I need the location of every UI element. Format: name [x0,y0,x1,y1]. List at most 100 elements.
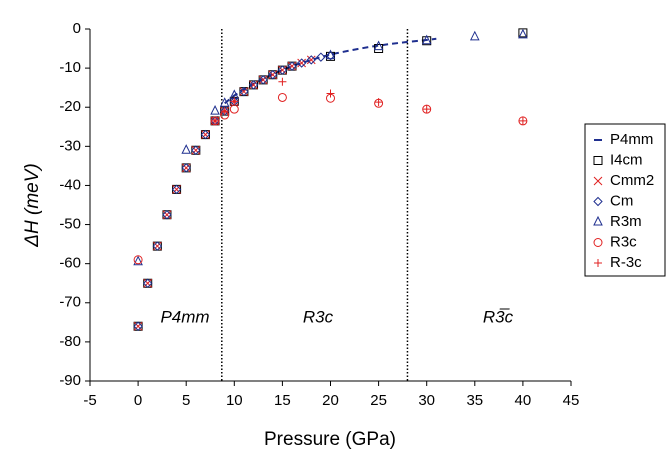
y-tick-label: -60 [59,255,81,272]
x-tick-label: 20 [322,392,339,409]
data-point [278,65,287,75]
data-point [421,34,432,45]
data-point [210,105,220,115]
x-tick-label: 30 [418,392,435,409]
data-point [239,86,249,97]
data-point [278,77,287,86]
legend-label: R3m [610,213,642,230]
legend-label: R-3c [610,254,642,271]
data-point [316,52,326,62]
series-line [224,37,437,105]
x-tick-label: 5 [182,392,190,409]
x-tick-label: 40 [515,392,532,409]
data-point [297,58,306,68]
legend-label: R3c [610,233,637,250]
data-point [422,36,432,46]
data-point [191,145,201,155]
data-point [219,97,230,107]
legend-marker [593,238,603,247]
phase-label: P4mm [160,307,209,326]
data-point [143,278,153,288]
data-point [249,80,258,90]
x-tick-label: 0 [134,392,142,409]
y-axis-label: ΔH (meV) [22,163,43,247]
data-point [306,55,316,65]
legend-box [584,123,666,277]
data-point [326,89,335,98]
data-point [277,65,287,75]
data-point [277,92,287,102]
y-tick-label: -10 [59,59,81,76]
data-point [171,184,182,195]
data-point [172,184,182,194]
phase-label: R3c [303,307,334,326]
data-point [133,255,143,265]
data-point [422,105,431,114]
data-point [152,241,163,251]
x-tick-label: -5 [83,392,96,409]
x-axis-label: Pressure (GPa) [264,429,396,450]
data-point [133,255,143,266]
data-point [230,97,239,106]
y-tick-label: -50 [59,216,81,233]
y-tick-label: -30 [59,137,81,154]
x-tick-label: 45 [563,392,580,409]
data-point [248,80,259,90]
data-point [249,80,259,90]
y-tick-label: -40 [59,176,81,193]
data-point [518,28,528,39]
data-point [518,116,527,125]
data-point [287,61,297,71]
data-point [211,116,220,125]
data-point [277,65,288,75]
legend-marker [593,156,603,165]
data-point [287,61,297,71]
data-point [306,55,316,65]
data-point [133,321,143,331]
data-point [162,210,172,220]
data-point [200,129,211,140]
data-point [143,278,153,288]
x-tick-label: 10 [226,392,243,409]
legend-marker [593,215,603,226]
data-point [191,145,201,155]
data-point [469,30,480,41]
data-point [201,130,210,139]
legend-marker [593,196,603,207]
phase-label: R3̅c [483,307,514,326]
data-point [268,70,278,80]
y-tick-label: -80 [59,333,81,350]
data-point [296,58,307,68]
legend-label: P4mm [610,131,653,148]
data-point [152,241,162,251]
legend-marker [593,176,603,186]
data-point [162,210,172,220]
y-tick-label: -90 [59,372,81,389]
y-tick-label: 0 [73,20,81,37]
data-point [287,61,297,71]
data-point [325,49,336,60]
data-point [152,241,162,251]
data-point [172,185,181,194]
x-tick-label: 35 [466,392,483,409]
data-point [374,98,383,107]
legend-label: Cm [610,192,633,209]
x-tick-label: 25 [370,392,387,409]
data-point [258,75,268,85]
legend-label: I4cm [610,151,643,168]
data-point [133,321,143,331]
data-point [181,144,192,154]
x-tick-label: 15 [274,392,291,409]
data-point [268,70,278,80]
data-point [181,163,191,173]
legend-label: Cmm2 [610,172,654,189]
data-point [373,40,384,51]
data-point [239,87,249,96]
data-point [229,96,239,106]
data-point [325,50,336,61]
data-point [220,107,229,116]
data-point [239,87,249,97]
data-point [181,163,191,173]
data-point [229,104,239,114]
